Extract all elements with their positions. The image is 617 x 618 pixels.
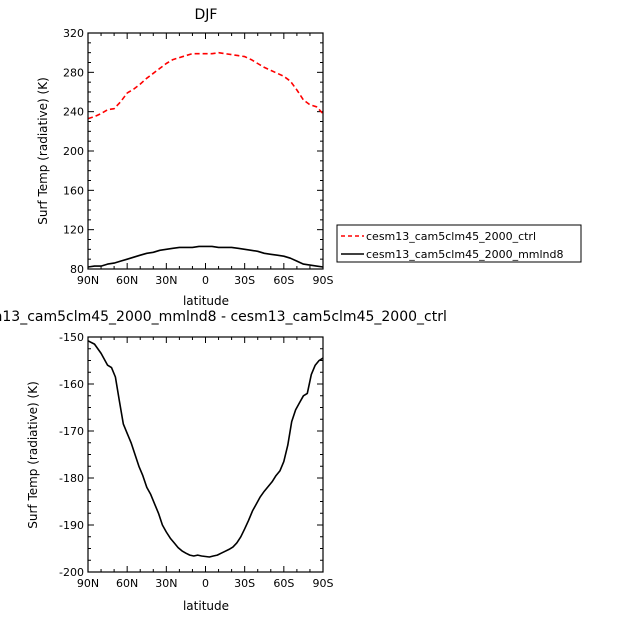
top-x-tick-label: 90N — [77, 274, 99, 287]
bottom-x-axis-label: latitude — [183, 599, 229, 613]
top-x-tick-label: 60S — [273, 274, 294, 287]
top-x-axis-label: latitude — [183, 294, 229, 308]
top-plot-frame — [87, 32, 324, 270]
top-x-tick-label: 30N — [155, 274, 177, 287]
top-x-tick-label: 90S — [313, 274, 334, 287]
top-y-tick-label: 80 — [70, 263, 84, 276]
bottom-x-tick-label: 90S — [313, 577, 334, 590]
legend: cesm13_cam5clm45_2000_ctrl cesm13_cam5cl… — [336, 224, 582, 263]
legend-label-ctrl: cesm13_cam5clm45_2000_ctrl — [366, 230, 536, 243]
bottom-x-tick-label: 90N — [77, 577, 99, 590]
top-chart-title: DJF — [195, 7, 218, 23]
top-x-tick-label: 0 — [202, 274, 209, 287]
top-x-tick-label: 30S — [234, 274, 255, 287]
top-y-axis-label: Surf Temp (radiative) (K) — [36, 77, 50, 225]
bottom-y-tick-label: -180 — [59, 472, 84, 485]
bottom-chart-title: cesm13_cam5clm45_2000_mmlnd8 - cesm13_ca… — [0, 309, 447, 325]
bottom-x-tick-label: 60N — [116, 577, 138, 590]
top-series-line-1 — [87, 245, 324, 268]
bottom-y-tick-label: -160 — [59, 378, 84, 391]
top-x-tick-label: 60N — [116, 274, 138, 287]
top-y-tick-label: 200 — [63, 145, 84, 158]
top-y-tick-label: 160 — [63, 184, 84, 197]
bottom-y-tick-label: -150 — [59, 331, 84, 344]
top-series-line-0 — [87, 51, 324, 120]
bottom-x-tick-label: 60S — [273, 577, 294, 590]
legend-box — [336, 224, 582, 263]
top-y-tick-label: 240 — [63, 106, 84, 119]
bottom-panel: cesm13_cam5clm45_2000_mmlnd8 - cesm13_ca… — [0, 309, 447, 613]
top-y-tick-label: 120 — [63, 224, 84, 237]
bottom-plot-frame — [87, 336, 324, 573]
bottom-y-tick-label: -200 — [59, 566, 84, 579]
bottom-y-tick-label: -190 — [59, 519, 84, 532]
bottom-x-tick-label: 30S — [234, 577, 255, 590]
legend-label-mmlnd8: cesm13_cam5clm45_2000_mmlnd8 — [366, 248, 564, 261]
bottom-x-tick-label: 30N — [155, 577, 177, 590]
top-y-tick-label: 320 — [63, 27, 84, 40]
top-y-tick-label: 280 — [63, 66, 84, 79]
top-panel: DJF 90N 60N 30N 0 30S 60S 90S 80 120 160 200 240 280… — [36, 7, 334, 308]
bottom-series-line-0 — [87, 340, 324, 558]
bottom-x-tick-label: 0 — [202, 577, 209, 590]
bottom-y-tick-label: -170 — [59, 425, 84, 438]
bottom-y-axis-label: Surf Temp (radiative) (K) — [26, 381, 40, 529]
